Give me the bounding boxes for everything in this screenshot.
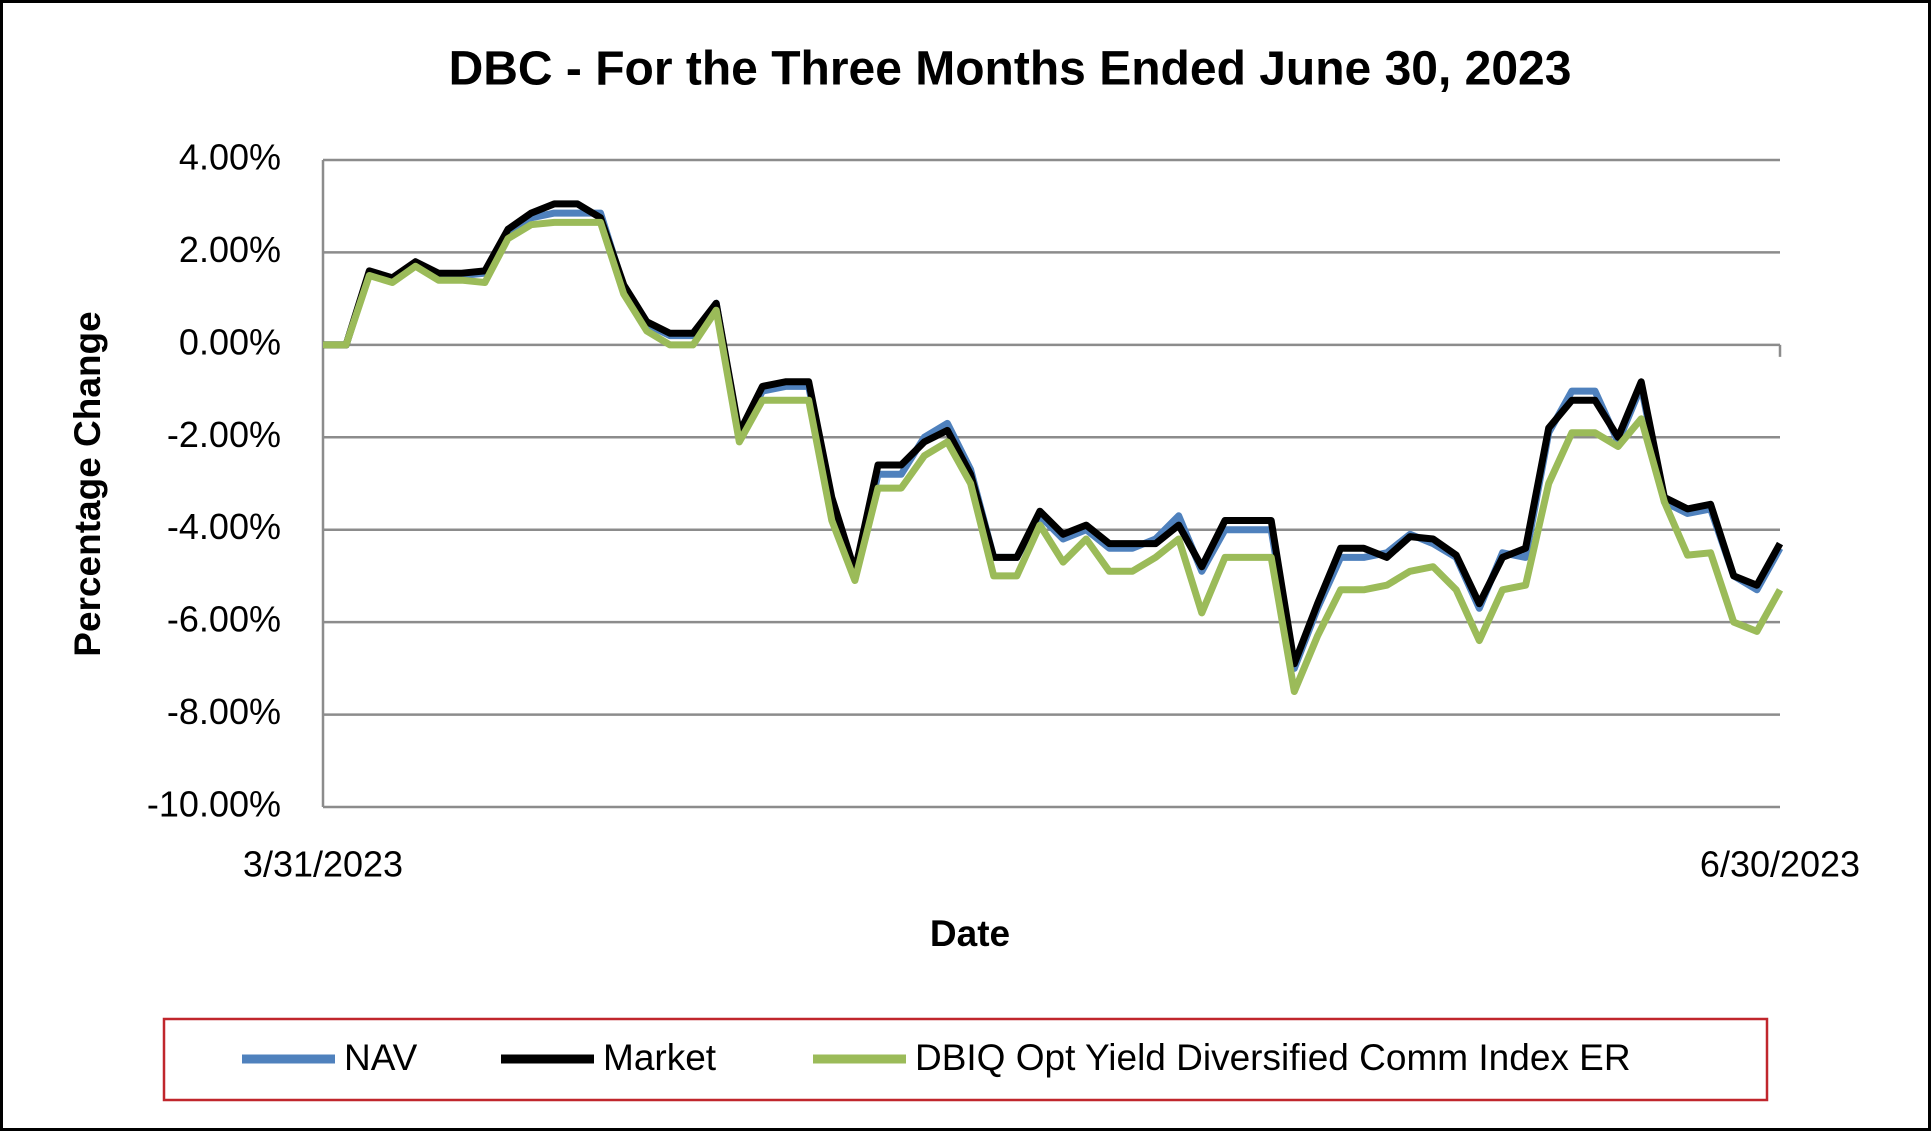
- y-axis-title: Percentage Change: [67, 311, 108, 656]
- y-tick-label: 4.00%: [179, 137, 281, 178]
- y-tick-label: -8.00%: [167, 691, 281, 732]
- x-tick-label: 6/30/2023: [1700, 844, 1860, 885]
- data-line: [323, 200, 1784, 668]
- y-tick-label: -10.00%: [147, 784, 281, 825]
- x-axis-title: Date: [930, 913, 1010, 954]
- y-tick-label: -2.00%: [167, 414, 281, 455]
- y-tick-label: 0.00%: [179, 321, 281, 362]
- x-tick-label: 3/31/2023: [243, 844, 403, 885]
- legend-box: [162, 1017, 1769, 1102]
- data-line: [323, 218, 1784, 695]
- legend-label: NAV: [344, 1037, 418, 1078]
- y-tick-label: 2.00%: [179, 229, 281, 270]
- legend-label: Market: [603, 1037, 717, 1078]
- legend-label: DBIQ Opt Yield Diversified Comm Index ER: [915, 1037, 1631, 1078]
- y-tick-label: -6.00%: [167, 599, 281, 640]
- y-tick-label: -4.00%: [167, 506, 281, 547]
- chart-title: DBC - For the Three Months Ended June 30…: [449, 43, 1572, 96]
